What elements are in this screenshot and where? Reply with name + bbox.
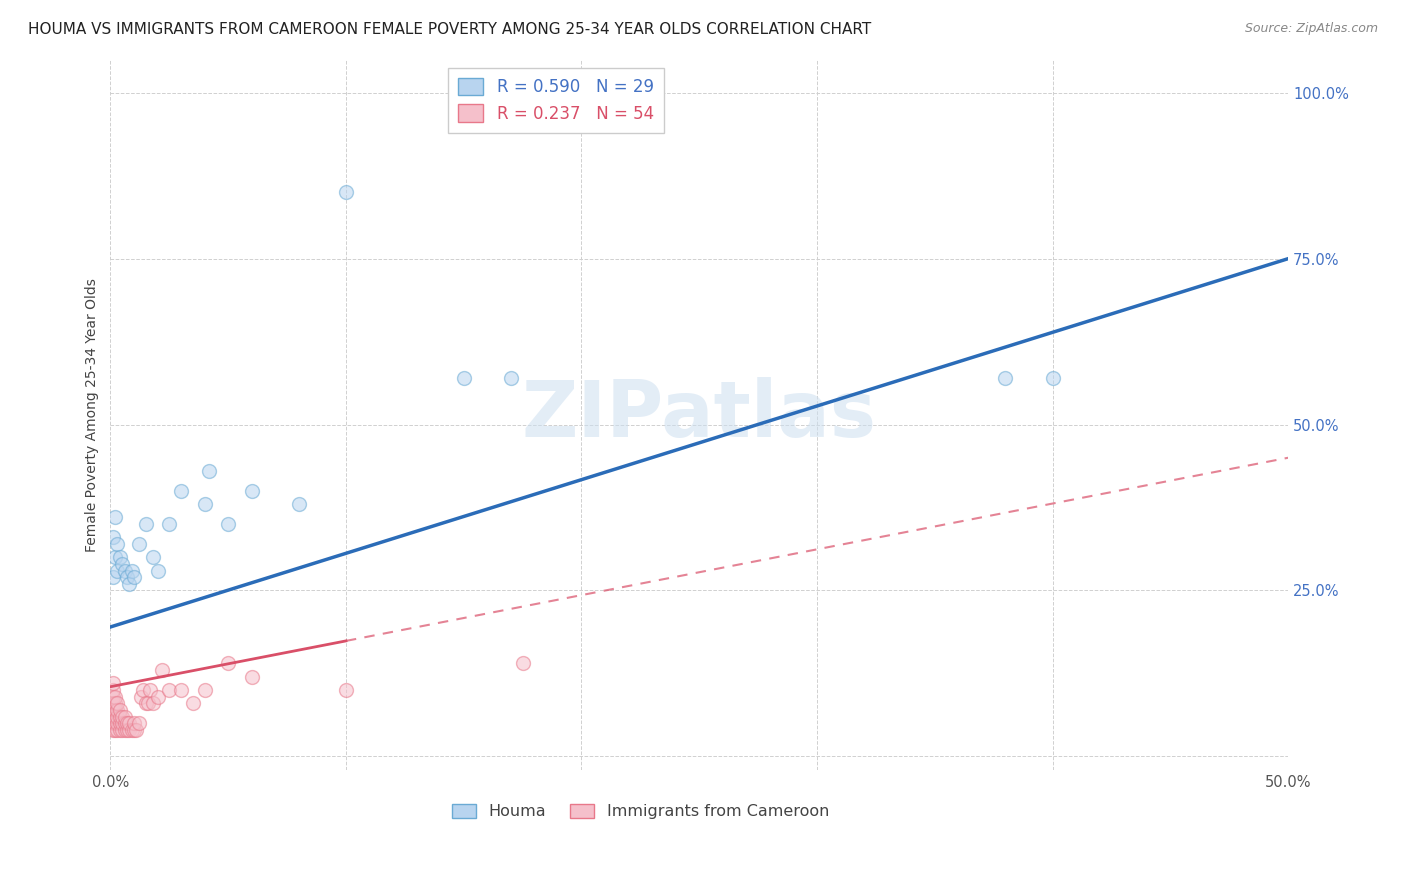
Point: [170, 483, 193, 498]
Point: [107, 537, 129, 551]
Point: [107, 703, 129, 717]
Point: [108, 550, 131, 565]
Point: [121, 723, 143, 737]
Point: [128, 716, 150, 731]
Point: [135, 517, 157, 532]
Point: [136, 696, 159, 710]
Point: [118, 716, 141, 731]
Point: [122, 570, 145, 584]
Point: [111, 709, 134, 723]
Point: [111, 723, 134, 737]
Point: [139, 683, 162, 698]
Point: [125, 723, 148, 737]
Point: [101, 570, 124, 584]
Point: [108, 703, 131, 717]
Point: [108, 709, 131, 723]
Point: [198, 464, 221, 478]
Point: [194, 683, 217, 698]
Y-axis label: Female Poverty Among 25-34 Year Olds: Female Poverty Among 25-34 Year Olds: [86, 277, 100, 551]
Point: [107, 723, 129, 737]
Point: [994, 371, 1017, 385]
Point: [122, 716, 145, 731]
Point: [104, 703, 127, 717]
Point: [240, 670, 263, 684]
Point: [101, 676, 124, 690]
Point: [104, 716, 127, 731]
Point: [104, 723, 127, 737]
Point: [118, 577, 141, 591]
Point: [157, 517, 180, 532]
Point: [107, 716, 129, 731]
Point: [101, 696, 124, 710]
Point: [150, 663, 173, 677]
Point: [101, 716, 124, 731]
Point: [1042, 371, 1064, 385]
Point: [101, 703, 124, 717]
Point: [115, 570, 138, 584]
Point: [101, 683, 124, 698]
Point: [118, 723, 141, 737]
Point: [104, 510, 127, 524]
Point: [101, 690, 124, 704]
Point: [115, 723, 138, 737]
Point: [512, 657, 534, 671]
Text: Source: ZipAtlas.com: Source: ZipAtlas.com: [1244, 22, 1378, 36]
Point: [107, 709, 129, 723]
Point: [104, 709, 127, 723]
Point: [135, 696, 157, 710]
Point: [114, 716, 136, 731]
Point: [499, 371, 522, 385]
Point: [114, 723, 136, 737]
Point: [111, 557, 134, 571]
Point: [142, 550, 165, 565]
Point: [453, 371, 475, 385]
Point: [157, 683, 180, 698]
Point: [142, 696, 165, 710]
Point: [181, 696, 204, 710]
Point: [170, 683, 193, 698]
Point: [107, 564, 129, 578]
Point: [115, 716, 138, 731]
Point: [146, 564, 169, 578]
Point: [194, 497, 217, 511]
Point: [121, 564, 143, 578]
Point: [335, 186, 357, 200]
Point: [335, 683, 357, 698]
Point: [101, 709, 124, 723]
Point: [108, 716, 131, 731]
Point: [129, 690, 152, 704]
Point: [107, 696, 129, 710]
Point: [111, 716, 134, 731]
Legend: Houma, Immigrants from Cameroon: Houma, Immigrants from Cameroon: [446, 797, 835, 826]
Point: [128, 537, 150, 551]
Point: [240, 483, 263, 498]
Point: [217, 657, 239, 671]
Text: ZIPatlas: ZIPatlas: [522, 376, 877, 452]
Point: [122, 723, 145, 737]
Point: [288, 497, 311, 511]
Point: [217, 517, 239, 532]
Point: [114, 709, 136, 723]
Point: [101, 530, 124, 544]
Point: [104, 550, 127, 565]
Point: [104, 696, 127, 710]
Text: HOUMA VS IMMIGRANTS FROM CAMEROON FEMALE POVERTY AMONG 25-34 YEAR OLDS CORRELATI: HOUMA VS IMMIGRANTS FROM CAMEROON FEMALE…: [28, 22, 872, 37]
Point: [132, 683, 155, 698]
Point: [146, 690, 169, 704]
Point: [101, 723, 124, 737]
Point: [114, 564, 136, 578]
Point: [104, 690, 127, 704]
Point: [108, 723, 131, 737]
